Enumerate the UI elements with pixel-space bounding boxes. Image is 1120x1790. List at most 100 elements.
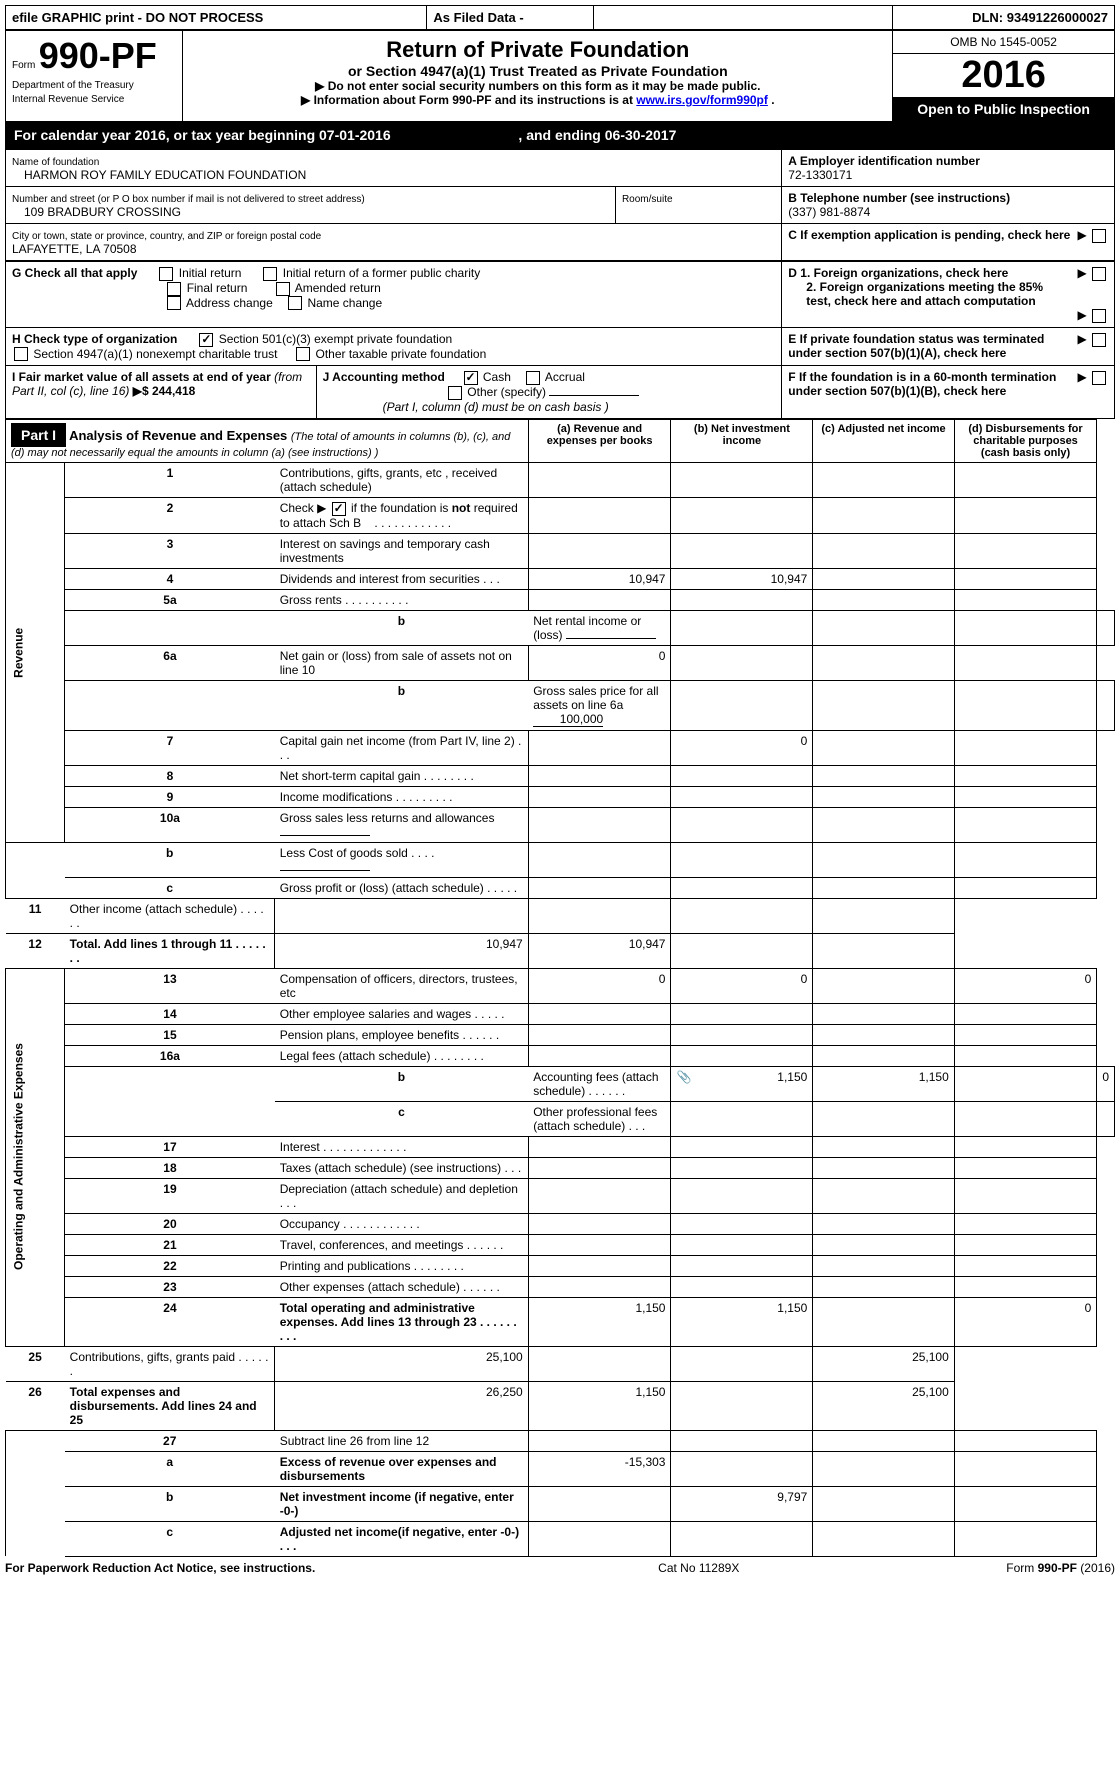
cell-b bbox=[671, 1234, 813, 1255]
cell-c bbox=[813, 1178, 954, 1213]
cell-d bbox=[954, 1255, 1097, 1276]
row-number: 22 bbox=[65, 1255, 275, 1276]
cell-b bbox=[671, 807, 813, 842]
g1-check[interactable] bbox=[159, 267, 173, 281]
cell-d bbox=[954, 533, 1097, 568]
expenses-section-label: Operating and Administrative Expenses bbox=[6, 968, 65, 1346]
cell-d bbox=[954, 1045, 1097, 1066]
g6-check[interactable] bbox=[288, 296, 302, 310]
cell-d bbox=[954, 877, 1097, 898]
cell-c bbox=[813, 1486, 954, 1521]
cell-a bbox=[528, 498, 671, 534]
cell-c bbox=[813, 765, 954, 786]
cell-b bbox=[528, 1346, 671, 1381]
cell-d bbox=[954, 765, 1097, 786]
cell-c bbox=[813, 1136, 954, 1157]
cell-c bbox=[954, 1101, 1097, 1136]
form-number: 990-PF bbox=[39, 35, 157, 76]
table-row: cOther professional fees (attach schedul… bbox=[6, 1101, 1115, 1136]
cell-b bbox=[671, 1045, 813, 1066]
cal-text1: For calendar year 2016, or tax year begi… bbox=[14, 127, 319, 143]
dept-label: Department of the Treasury bbox=[12, 80, 134, 91]
instr2-link[interactable]: www.irs.gov/form990pf bbox=[636, 93, 768, 107]
cell-c bbox=[954, 1066, 1097, 1101]
g2-check[interactable] bbox=[263, 267, 277, 281]
row-number: 24 bbox=[65, 1297, 275, 1346]
f-check[interactable] bbox=[1092, 371, 1106, 385]
row-number: b bbox=[275, 680, 528, 730]
h1: Section 501(c)(3) exempt private foundat… bbox=[219, 332, 452, 346]
cell-b bbox=[671, 1451, 813, 1486]
cell-b bbox=[671, 1521, 813, 1556]
table-row: 15Pension plans, employee benefits . . .… bbox=[6, 1024, 1115, 1045]
g4-check[interactable] bbox=[276, 282, 290, 296]
j-accrual-check[interactable] bbox=[526, 371, 540, 385]
cell-c bbox=[813, 1157, 954, 1178]
cell-d bbox=[954, 463, 1097, 498]
row-label: Income modifications . . . . . . . . . bbox=[275, 786, 528, 807]
table-row: Operating and Administrative Expenses13C… bbox=[6, 968, 1115, 1003]
h3: Other taxable private foundation bbox=[316, 347, 487, 361]
cell-d bbox=[954, 1136, 1097, 1157]
check-section: G Check all that apply Initial return In… bbox=[5, 261, 1115, 419]
cell-d: 25,100 bbox=[813, 1381, 954, 1430]
efile-label: efile GRAPHIC print - DO NOT PROCESS bbox=[12, 10, 263, 25]
row-label: Gross sales price for all assets on line… bbox=[528, 680, 671, 730]
schb-check[interactable] bbox=[332, 502, 346, 516]
cell-c bbox=[813, 498, 954, 534]
cell-d bbox=[954, 1024, 1097, 1045]
cell-a bbox=[275, 898, 528, 933]
cell-a bbox=[528, 765, 671, 786]
city-label: City or town, state or province, country… bbox=[12, 231, 321, 242]
table-row: 5aGross rents . . . . . . . . . . bbox=[6, 589, 1115, 610]
row-number: 2 bbox=[65, 498, 275, 534]
h1-check[interactable] bbox=[199, 333, 213, 347]
cell-b: 10,947 bbox=[528, 933, 671, 968]
h3-check[interactable] bbox=[296, 347, 310, 361]
cell-b bbox=[671, 1178, 813, 1213]
j-cash-check[interactable] bbox=[464, 371, 478, 385]
table-row: 22Printing and publications . . . . . . … bbox=[6, 1255, 1115, 1276]
cell-b: 0 bbox=[671, 968, 813, 1003]
cell-b: 10,947 bbox=[671, 568, 813, 589]
e-check[interactable] bbox=[1092, 333, 1106, 347]
cell-c bbox=[813, 842, 954, 877]
row-number: 27 bbox=[65, 1430, 275, 1451]
cell-c bbox=[813, 1430, 954, 1451]
cell-a bbox=[671, 680, 813, 730]
open-public-label: Open to Public Inspection bbox=[893, 97, 1114, 121]
cell-a bbox=[528, 533, 671, 568]
c-checkbox[interactable] bbox=[1092, 229, 1106, 243]
j-other-check[interactable] bbox=[448, 386, 462, 400]
g3-check[interactable] bbox=[167, 282, 181, 296]
g6: Name change bbox=[307, 296, 382, 310]
table-row: bLess Cost of goods sold . . . . bbox=[6, 842, 1115, 877]
h2-check[interactable] bbox=[14, 347, 28, 361]
row-number: 5a bbox=[65, 589, 275, 610]
cell-c bbox=[671, 1381, 813, 1430]
d1-check[interactable] bbox=[1092, 267, 1106, 281]
cal-begin: 07-01-2016 bbox=[319, 127, 391, 143]
h-label: H Check type of organization bbox=[12, 332, 177, 346]
cell-a: 0 bbox=[528, 968, 671, 1003]
name-label: Name of foundation bbox=[12, 157, 99, 168]
cell-d bbox=[954, 842, 1097, 877]
cell-b bbox=[671, 842, 813, 877]
cell-d bbox=[954, 1234, 1097, 1255]
row-label: Gross sales less returns and allowances bbox=[275, 807, 528, 842]
cell-b bbox=[671, 1255, 813, 1276]
d2-check[interactable] bbox=[1092, 309, 1106, 323]
j-label: J Accounting method bbox=[323, 370, 445, 384]
row-label: Contributions, gifts, grants, etc , rece… bbox=[275, 463, 528, 498]
cell-c bbox=[671, 1346, 813, 1381]
f-label: F If the foundation is in a 60-month ter… bbox=[788, 370, 1060, 398]
row-number: 6a bbox=[65, 645, 275, 680]
g5-check[interactable] bbox=[167, 296, 181, 310]
row-number: a bbox=[65, 1451, 275, 1486]
table-row: 12Total. Add lines 1 through 11 . . . . … bbox=[6, 933, 1115, 968]
cell-d bbox=[954, 1276, 1097, 1297]
cell-a bbox=[528, 1430, 671, 1451]
row-label: Other expenses (attach schedule) . . . .… bbox=[275, 1276, 528, 1297]
row-label: Net investment income (if negative, ente… bbox=[275, 1486, 528, 1521]
row-number: 17 bbox=[65, 1136, 275, 1157]
